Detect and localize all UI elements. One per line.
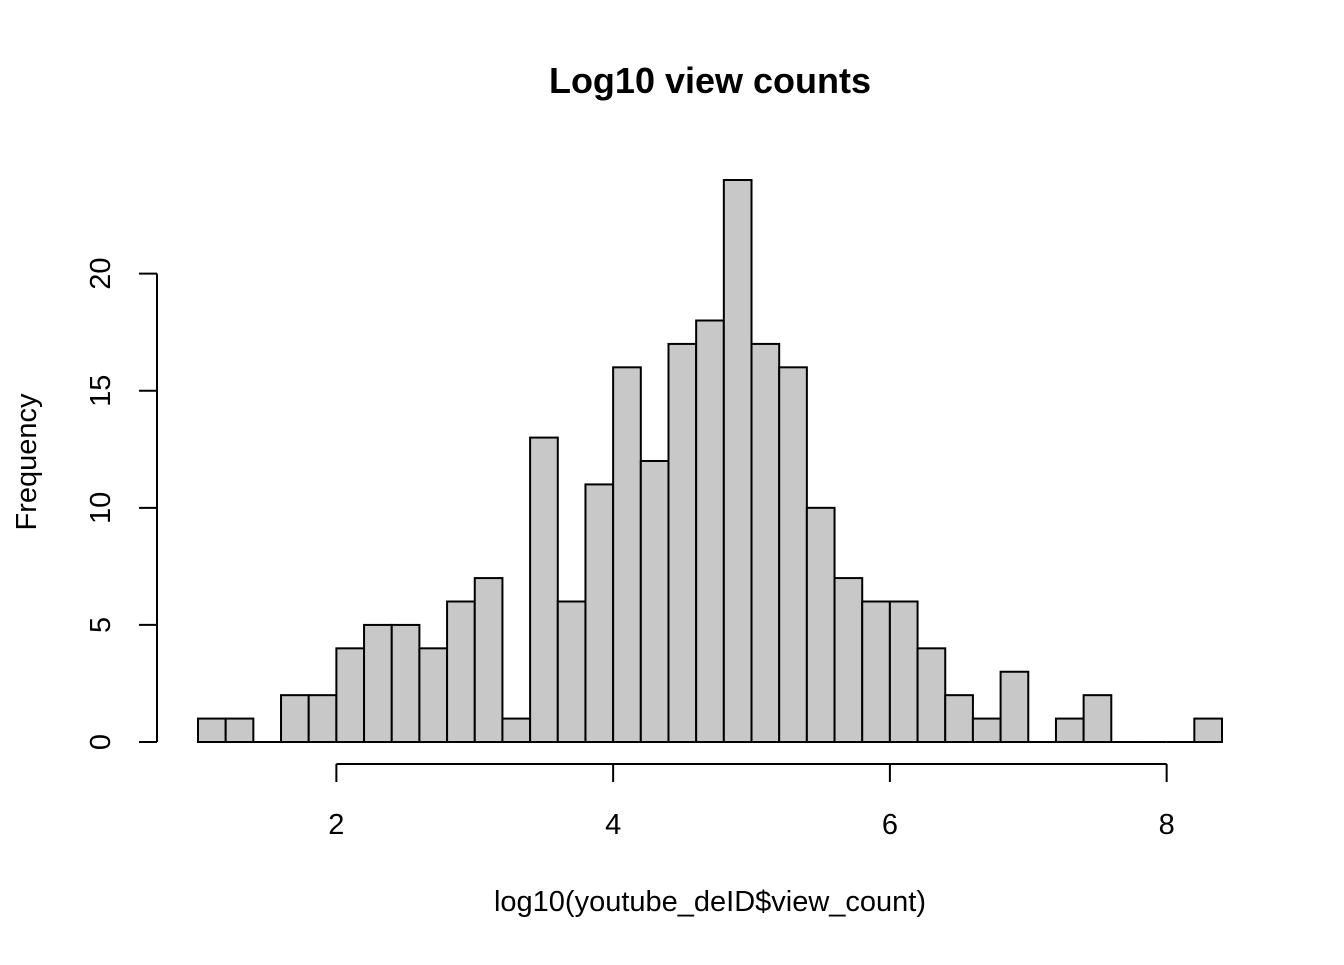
x-tick-label: 6 bbox=[882, 809, 898, 841]
histogram-bar bbox=[695, 319, 725, 743]
histogram-bar bbox=[833, 577, 864, 743]
histogram-bar bbox=[667, 342, 698, 743]
x-tick-label: 8 bbox=[1159, 809, 1175, 841]
x-tick-label: 2 bbox=[328, 809, 344, 841]
y-axis-label: Frequency bbox=[11, 393, 43, 531]
x-tick-label: 4 bbox=[605, 809, 621, 841]
histogram-bar bbox=[1193, 717, 1224, 743]
histogram-bar bbox=[363, 623, 393, 744]
y-tick-label: 20 bbox=[85, 258, 117, 290]
histogram-bar bbox=[805, 506, 836, 744]
histogram-bar bbox=[916, 647, 947, 743]
histogram-bar bbox=[944, 694, 974, 744]
histogram-bar bbox=[722, 179, 753, 743]
histogram-bar bbox=[556, 600, 587, 743]
x-axis: 2 4 6 8 bbox=[328, 763, 1175, 841]
y-tick-label: 5 bbox=[85, 617, 117, 633]
histogram-bar bbox=[473, 577, 504, 743]
histogram-bar bbox=[639, 460, 670, 743]
bars-group bbox=[197, 179, 1224, 744]
y-tick-label: 0 bbox=[85, 734, 117, 750]
histogram-bar bbox=[529, 436, 559, 743]
histogram-bar bbox=[750, 342, 781, 743]
y-axis: 0 5 10 15 20 bbox=[85, 258, 158, 750]
histogram-bar bbox=[335, 647, 366, 743]
histogram-bar bbox=[418, 647, 449, 743]
histogram-bar bbox=[612, 366, 642, 743]
histogram-bar bbox=[390, 623, 421, 744]
histogram-bar bbox=[861, 600, 891, 743]
y-tick-label: 10 bbox=[85, 492, 117, 524]
histogram-bar bbox=[778, 366, 808, 743]
histogram-bar bbox=[197, 717, 227, 743]
histogram-bar bbox=[999, 670, 1030, 743]
histogram-bar bbox=[584, 483, 615, 743]
y-tick-label: 15 bbox=[85, 375, 117, 407]
histogram-bar bbox=[971, 717, 1002, 743]
histogram-bar bbox=[307, 694, 338, 744]
histogram-bar bbox=[1054, 717, 1085, 743]
histogram-bar bbox=[501, 717, 532, 743]
x-axis-label: log10(youtube_deID$view_count) bbox=[494, 886, 926, 918]
histogram-bar bbox=[446, 600, 476, 743]
histogram-bar bbox=[224, 717, 255, 743]
histogram-bar bbox=[280, 694, 310, 744]
histogram-bar bbox=[888, 600, 919, 743]
chart-title: Log10 view counts bbox=[549, 60, 871, 101]
histogram-bar bbox=[1082, 694, 1113, 744]
